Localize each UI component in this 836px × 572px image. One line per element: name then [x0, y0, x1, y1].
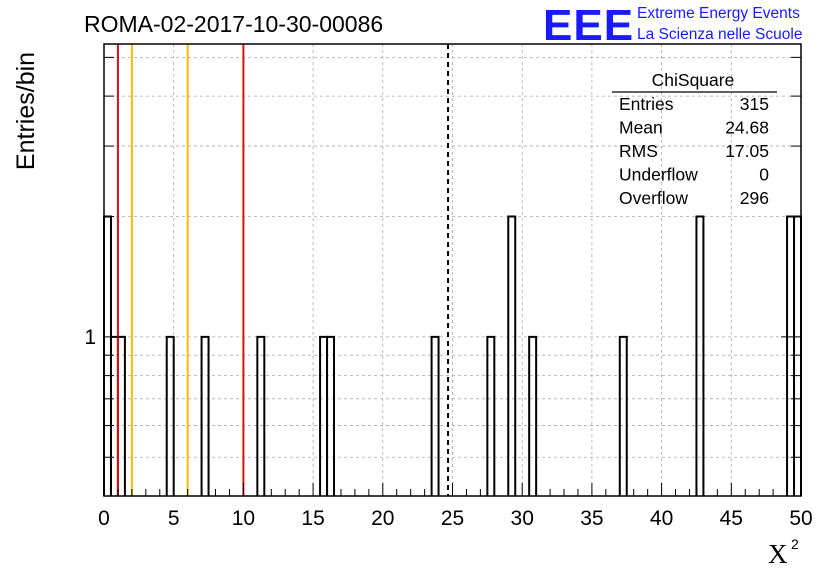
logo-line-1: Extreme Energy Events — [637, 5, 800, 22]
stats-value: 24.68 — [725, 118, 769, 138]
logo-letters: EEE — [543, 1, 634, 50]
x-tick-label: 50 — [789, 507, 812, 530]
histogram-bin — [528, 335, 538, 496]
x-tick-label: 40 — [650, 507, 673, 530]
x-tick-label: 25 — [441, 507, 464, 530]
logo-line-2: La Scienza nelle Scuole — [637, 26, 802, 43]
x-tick-label: 5 — [168, 507, 180, 530]
stats-label: Mean — [619, 118, 663, 138]
stats-label: Overflow — [619, 188, 688, 208]
stats-value: 17.05 — [725, 141, 769, 161]
histogram-bin — [200, 335, 210, 496]
histogram-bin — [486, 335, 496, 496]
x-tick-label: 35 — [580, 507, 603, 530]
stats-label: RMS — [619, 141, 658, 161]
stats-label: Underflow — [619, 165, 698, 185]
stats-title: ChiSquare — [652, 70, 735, 90]
y-axis-label: Entries/bin — [12, 52, 40, 170]
stats-value: 296 — [740, 188, 769, 208]
histogram-bin — [256, 335, 266, 496]
x-tick-label: 30 — [511, 507, 534, 530]
histogram-bin — [695, 215, 705, 496]
histogram-bin — [430, 335, 440, 496]
reference-lines — [116, 44, 450, 496]
eee-logo: EEE Extreme Energy Events La Scienza nel… — [543, 1, 802, 50]
stats-box: ChiSquare Entries 315 Mean 24.68 RMS 17.05 Unde… — [612, 70, 777, 208]
x-axis-label-text: X — [768, 539, 788, 569]
stats-value: 315 — [740, 94, 769, 114]
x-tick-label: 15 — [301, 507, 324, 530]
x-axis-label: X 2 — [768, 536, 799, 569]
grid-lines — [104, 44, 801, 496]
histogram-bin — [618, 335, 628, 496]
x-tick-label: 10 — [232, 507, 255, 530]
histogram-bin — [326, 335, 336, 496]
x-tick-label: 20 — [371, 507, 394, 530]
x-tick-label: 0 — [98, 507, 110, 530]
y-tick-label: 1 — [84, 326, 96, 349]
axes: 0 5 10 15 20 25 30 35 40 45 50 1 — [84, 56, 813, 530]
stats-label: Entries — [619, 94, 674, 114]
chart-title: ROMA-02-2017-10-30-00086 — [84, 11, 383, 37]
x-tick-label: 45 — [720, 507, 743, 530]
histogram-bin — [165, 335, 175, 496]
histogram-bin — [507, 215, 517, 496]
x-axis-label-superscript: 2 — [791, 536, 799, 552]
stats-value: 0 — [759, 165, 769, 185]
